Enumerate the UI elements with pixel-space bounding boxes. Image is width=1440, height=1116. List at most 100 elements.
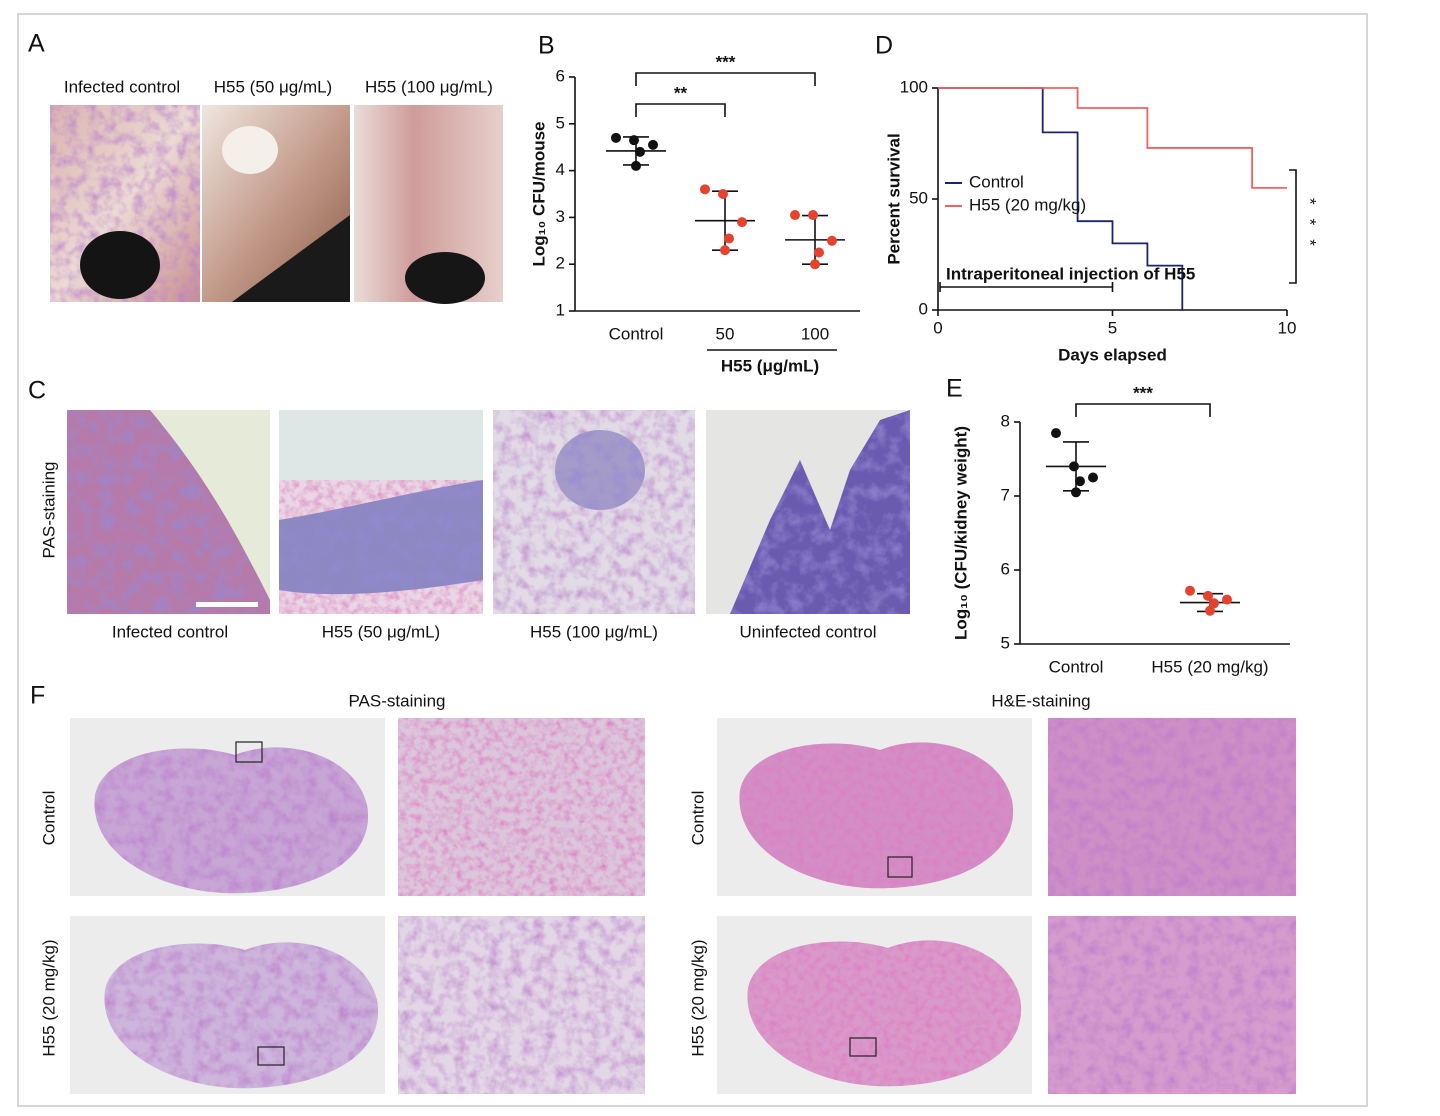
- y-axis-label: Percent survival: [884, 133, 903, 264]
- x-tick-label: 50: [716, 324, 735, 343]
- data-point: [648, 139, 658, 150]
- legend-label: Control: [969, 172, 1024, 191]
- histology-group: [67, 410, 910, 614]
- panel-label: C: [28, 377, 46, 405]
- micrograph-detail: [730, 410, 910, 614]
- y-axis-label: Log₁₀ (CFU/kidney weight): [951, 426, 970, 640]
- data-point: [1069, 461, 1079, 472]
- data-point: [790, 210, 800, 221]
- y-tick-label: 6: [556, 66, 565, 85]
- micrograph-detail: [279, 410, 483, 480]
- photo-group: [50, 105, 503, 304]
- group-label: H55 (μg/mL): [721, 356, 819, 375]
- row-label: Control: [39, 791, 58, 846]
- caption: H55 (100 μg/mL): [365, 77, 493, 96]
- y-tick-label: 7: [1001, 485, 1010, 504]
- panel-label: D: [875, 32, 893, 60]
- x-tick-label: Control: [1049, 657, 1104, 676]
- data-point: [635, 146, 645, 157]
- column-label: PAS-staining: [348, 691, 445, 710]
- y-tick-label: 4: [556, 160, 565, 179]
- panel-label: B: [538, 32, 555, 60]
- data-point: [810, 259, 820, 270]
- photo-detail: [80, 231, 160, 299]
- x-tick-label: H55 (20 mg/kg): [1151, 657, 1268, 676]
- survival-line: [938, 87, 1184, 310]
- significance-bracket: [1289, 169, 1297, 284]
- y-tick-label: 2: [556, 254, 565, 273]
- zoom-box: [235, 741, 263, 763]
- x-axis-label: Days elapsed: [1058, 345, 1167, 364]
- photo-detail: [222, 126, 278, 174]
- significance-label: **: [674, 83, 688, 102]
- caption: H55 (50 μg/mL): [214, 77, 332, 96]
- data-point: [1222, 594, 1232, 605]
- panel-label: A: [28, 30, 45, 58]
- y-tick-label: 5: [1001, 633, 1010, 652]
- row-label: PAS-staining: [39, 461, 58, 558]
- caption: H55 (100 μg/mL): [530, 622, 658, 641]
- legend-label: H55 (20 mg/kg): [969, 195, 1086, 214]
- data-point: [700, 184, 710, 195]
- significance-label: ***: [1133, 383, 1153, 402]
- scale-bar: [196, 602, 258, 607]
- survival-line: [938, 87, 1287, 189]
- data-point: [724, 233, 734, 244]
- data-point: [1209, 598, 1219, 609]
- micrograph: [1048, 916, 1296, 1094]
- micrograph: [1048, 718, 1296, 896]
- panel-label: E: [946, 375, 963, 403]
- photo-detail: [405, 252, 485, 304]
- y-tick-label: 50: [909, 188, 928, 207]
- significance-bracket: [635, 72, 816, 86]
- micrograph-detail: [279, 480, 483, 595]
- data-point: [1071, 487, 1081, 498]
- panel-label: F: [30, 682, 45, 710]
- data-point: [1203, 590, 1213, 601]
- significance-label: ***: [1301, 198, 1320, 260]
- photo-detail: [232, 215, 350, 302]
- data-point: [611, 132, 621, 143]
- data-point: [1185, 585, 1195, 596]
- y-tick-label: 3: [556, 207, 565, 226]
- data-point: [737, 217, 747, 228]
- annotation: Intraperitoneal injection of H55: [946, 264, 1195, 283]
- x-tick-label: Control: [609, 324, 664, 343]
- row-label: H55 (20 mg/kg): [688, 939, 707, 1056]
- significance-bracket: [1075, 403, 1211, 417]
- y-tick-label: 5: [556, 113, 565, 132]
- caption: Infected control: [112, 622, 228, 641]
- micrograph: [398, 916, 645, 1094]
- data-point: [631, 160, 641, 171]
- data-point: [629, 135, 639, 146]
- data-point: [1075, 476, 1085, 487]
- significance-label: ***: [716, 52, 736, 71]
- y-tick-label: 6: [1001, 559, 1010, 578]
- caption: Uninfected control: [739, 622, 876, 641]
- row-label: Control: [688, 791, 707, 846]
- caption: H55 (50 μg/mL): [322, 622, 440, 641]
- micrograph-detail: [150, 410, 270, 600]
- column-label: H&E-staining: [991, 691, 1090, 710]
- annotation-bracket: [939, 282, 1114, 292]
- data-point: [1051, 428, 1061, 439]
- data-point: [1205, 605, 1215, 616]
- data-point: [808, 210, 818, 221]
- data-point: [720, 245, 730, 256]
- y-tick-label: 100: [900, 77, 928, 96]
- data-point: [814, 247, 824, 258]
- caption: Infected control: [64, 77, 180, 96]
- y-tick-label: 1: [556, 300, 565, 319]
- y-tick-label: 8: [1001, 411, 1010, 430]
- zoom-box: [849, 1037, 877, 1057]
- data-point: [827, 235, 837, 246]
- micrograph-detail: [555, 430, 645, 510]
- kidney-group: [70, 718, 1296, 1094]
- row-label: H55 (20 mg/kg): [39, 939, 58, 1056]
- x-tick-label: 0: [933, 318, 942, 337]
- data-point: [1088, 472, 1098, 483]
- micrograph: [398, 718, 645, 896]
- y-axis-label: Log₁₀ CFU/mouse: [529, 121, 548, 266]
- significance-bracket: [635, 103, 726, 117]
- x-tick-label: 5: [1108, 318, 1117, 337]
